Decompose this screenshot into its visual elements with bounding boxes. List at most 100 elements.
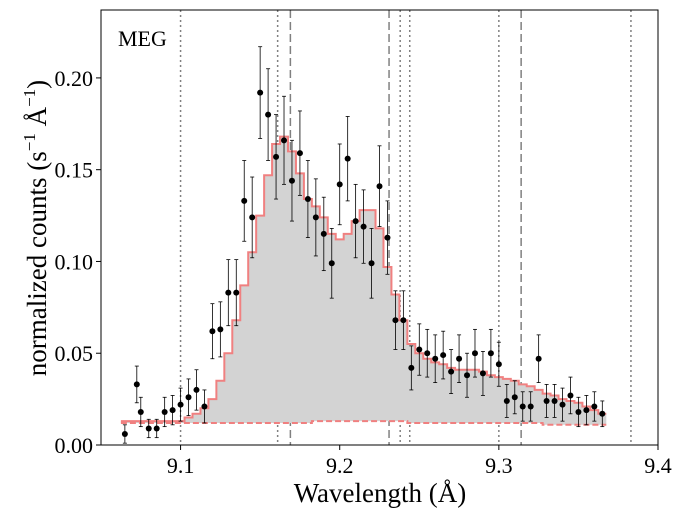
data-point-0 (121, 424, 128, 444)
data-marker (392, 317, 399, 324)
data-point-55 (559, 387, 566, 422)
data-marker (543, 397, 550, 404)
data-marker (320, 230, 327, 237)
data-marker (225, 289, 232, 296)
data-point-38 (424, 328, 431, 378)
data-marker (257, 89, 264, 96)
data-point-17 (257, 46, 264, 139)
y-axis-label-main: normalized counts (s (22, 151, 52, 376)
data-marker (169, 407, 176, 414)
data-point-47 (495, 341, 502, 387)
data-point-50 (519, 391, 526, 422)
axis-ticks: 9.1 9.2 9.3 9.4 0.00 0.05 0.10 0.15 0.20 (55, 66, 672, 478)
data-point-32 (376, 145, 383, 227)
data-point-27 (336, 143, 343, 226)
data-marker (384, 234, 391, 241)
plot-area (120, 10, 632, 445)
data-marker (336, 181, 343, 188)
data-point-20 (281, 95, 288, 185)
data-marker (233, 289, 240, 296)
data-marker (432, 355, 439, 362)
data-marker (137, 408, 144, 415)
data-point-51 (527, 391, 534, 422)
data-marker (209, 328, 216, 335)
data-point-2 (137, 396, 144, 428)
data-point-16 (249, 176, 256, 259)
model-line (120, 135, 607, 423)
data-point-42 (456, 334, 463, 383)
data-point-59 (591, 391, 598, 422)
data-marker (352, 218, 359, 225)
y-axis-label-close: ) (22, 80, 52, 89)
x-tick-label: 9.3 (485, 453, 513, 478)
data-point-10 (201, 389, 208, 424)
data-point-18 (265, 68, 272, 161)
plot-frame (100, 9, 659, 446)
data-marker (495, 361, 502, 368)
x-axis-label: Wavelength (Å) (294, 478, 467, 508)
model-fill-area (120, 136, 607, 425)
y-axis-label-unit: Å (22, 106, 52, 133)
data-marker (312, 214, 319, 221)
data-marker (161, 408, 168, 415)
data-marker (448, 368, 455, 375)
data-marker (376, 183, 383, 190)
data-marker (296, 150, 303, 157)
data-marker (304, 196, 311, 203)
data-point-45 (479, 350, 486, 396)
data-marker (599, 410, 606, 417)
data-point-33 (384, 200, 391, 275)
data-point-57 (575, 396, 582, 428)
data-marker (368, 260, 375, 267)
data-marker (121, 430, 128, 437)
data-point-46 (487, 328, 494, 378)
data-marker (249, 214, 256, 221)
x-tick-label: 9.4 (644, 453, 672, 478)
data-marker (133, 381, 140, 388)
data-point-60 (599, 400, 606, 428)
y-axis-label-exponent-1: −1 (20, 133, 39, 151)
data-point-7 (177, 387, 184, 422)
data-marker (344, 155, 351, 162)
x-tick-label: 9.1 (167, 453, 195, 478)
data-marker (471, 350, 478, 357)
data-marker (145, 425, 152, 432)
data-point-4 (153, 418, 160, 439)
data-marker (440, 352, 447, 359)
data-marker (328, 260, 335, 267)
data-marker (217, 326, 224, 333)
data-marker (201, 403, 208, 410)
data-marker (360, 223, 367, 230)
data-marker (416, 346, 423, 353)
data-marker (575, 408, 582, 415)
data-point-49 (511, 380, 518, 415)
data-point-19 (273, 114, 280, 200)
data-point-22 (296, 110, 303, 196)
data-point-6 (169, 395, 176, 426)
data-marker (591, 403, 598, 410)
data-marker (535, 355, 542, 362)
data-marker (551, 397, 558, 404)
data-marker (511, 394, 518, 401)
data-point-26 (328, 228, 335, 299)
data-marker (193, 386, 200, 393)
y-tick-label: 0.00 (55, 433, 94, 458)
data-point-40 (440, 330, 447, 380)
data-point-31 (368, 228, 375, 299)
data-marker (559, 401, 566, 408)
y-tick-label: 0.05 (55, 341, 94, 366)
data-point-9 (193, 369, 200, 411)
data-point-28 (344, 116, 351, 202)
data-point-54 (551, 384, 558, 418)
y-axis-label-exponent-2: −1 (20, 89, 39, 107)
data-marker (273, 153, 280, 160)
data-marker (400, 317, 407, 324)
data-point-30 (360, 189, 367, 264)
data-point-21 (288, 139, 295, 222)
data-marker (464, 372, 471, 379)
data-marker (503, 397, 510, 404)
data-marker (177, 401, 184, 408)
data-point-11 (209, 303, 216, 360)
data-point-44 (471, 328, 478, 378)
